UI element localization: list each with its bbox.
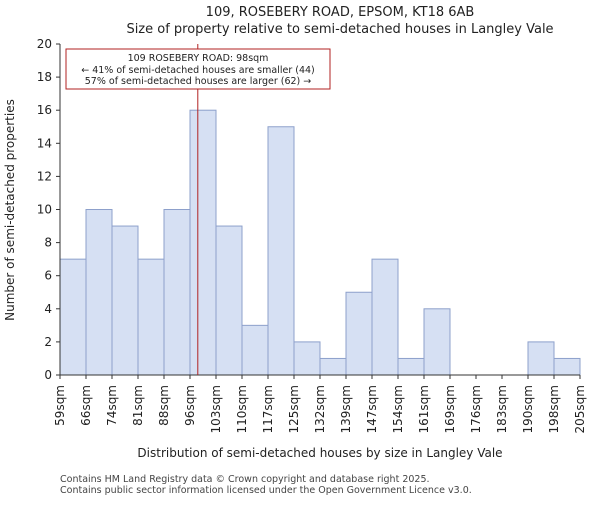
y-ticks-group: 0 2 4 6 8 10 12 14 16 18 20 [37, 37, 60, 382]
annotation-box [65, 48, 331, 90]
footer-line-1: Contains HM Land Registry data © Crown c… [60, 474, 430, 485]
x-tick-label-161sqm: 161sqm [417, 385, 431, 433]
x-tick-label-198sqm: 198sqm [547, 385, 561, 433]
x-tick-label-88sqm: 88sqm [157, 385, 171, 426]
y-tick-label-20: 20 [37, 37, 52, 51]
x-tick-label-169sqm: 169sqm [443, 385, 457, 433]
bar-110sqm [241, 324, 269, 376]
x-tick-label-132sqm: 132sqm [313, 385, 327, 433]
annotation-line-1: 109 ROSEBERY ROAD: 98sqm [128, 53, 269, 64]
bar-96sqm [189, 109, 217, 376]
bar-81sqm [137, 258, 165, 376]
x-ticks-group: 59sqm 66sqm 74sqm 81sqm 88sqm 96sqm 103sqm 110s… [53, 375, 587, 433]
bar-154sqm [397, 357, 425, 376]
x-tick-label-176sqm: 176sqm [469, 385, 483, 433]
x-tick-label-110sqm: 110sqm [235, 385, 249, 433]
x-tick-label-103sqm: 103sqm [209, 385, 223, 433]
y-tick-label-14: 14 [37, 136, 52, 150]
bar-66sqm [85, 209, 113, 376]
bar-132sqm [319, 357, 347, 376]
bars-group [59, 109, 581, 376]
x-tick-label-125sqm: 125sqm [287, 385, 301, 433]
annotation-line-3: 57% of semi-detached houses are larger (… [85, 76, 312, 87]
y-tick-label-2: 2 [44, 335, 52, 349]
x-tick-label-74sqm: 74sqm [105, 385, 119, 426]
x-tick-label-183sqm: 183sqm [495, 385, 509, 433]
x-tick-label-117sqm: 117sqm [261, 385, 275, 433]
bar-190sqm [527, 341, 555, 376]
x-tick-label-154sqm: 154sqm [391, 385, 405, 433]
bar-103sqm [215, 225, 243, 376]
bar-198sqm [553, 357, 581, 376]
y-tick-label-8: 8 [44, 236, 52, 250]
bar-147sqm [371, 258, 399, 376]
bar-139sqm [345, 291, 373, 376]
y-tick-label-10: 10 [37, 203, 52, 217]
x-tick-label-96sqm: 96sqm [183, 385, 197, 426]
bar-74sqm [111, 225, 139, 376]
bar-161sqm [423, 308, 451, 376]
x-axis-label: Distribution of semi-detached houses by … [137, 446, 502, 460]
x-tick-label-190sqm: 190sqm [521, 385, 535, 433]
x-tick-label-59sqm: 59sqm [53, 385, 67, 426]
y-tick-label-18: 18 [37, 70, 52, 84]
y-tick-label-4: 4 [44, 302, 52, 316]
chart-title: 109, ROSEBERY ROAD, EPSOM, KT18 6AB [206, 5, 475, 20]
bar-88sqm [163, 209, 191, 376]
bar-125sqm [293, 341, 321, 376]
x-tick-label-81sqm: 81sqm [131, 385, 145, 426]
bar-117sqm [267, 126, 295, 376]
footer-line-2: Contains public sector information licen… [60, 485, 472, 496]
annotation-line-2: ← 41% of semi-detached houses are smalle… [81, 65, 315, 76]
x-tick-label-147sqm: 147sqm [365, 385, 379, 433]
y-tick-label-12: 12 [37, 169, 52, 183]
y-tick-label-6: 6 [44, 269, 52, 283]
y-tick-label-16: 16 [37, 103, 52, 117]
chart-subtitle: Size of property relative to semi-detach… [126, 22, 553, 37]
bar-59sqm [59, 258, 87, 376]
x-tick-label-139sqm: 139sqm [339, 385, 353, 433]
x-tick-label-205sqm: 205sqm [573, 385, 587, 433]
y-tick-label-0: 0 [44, 368, 52, 382]
x-tick-label-66sqm: 66sqm [79, 385, 93, 426]
y-axis-label: Number of semi-detached properties [3, 99, 17, 321]
